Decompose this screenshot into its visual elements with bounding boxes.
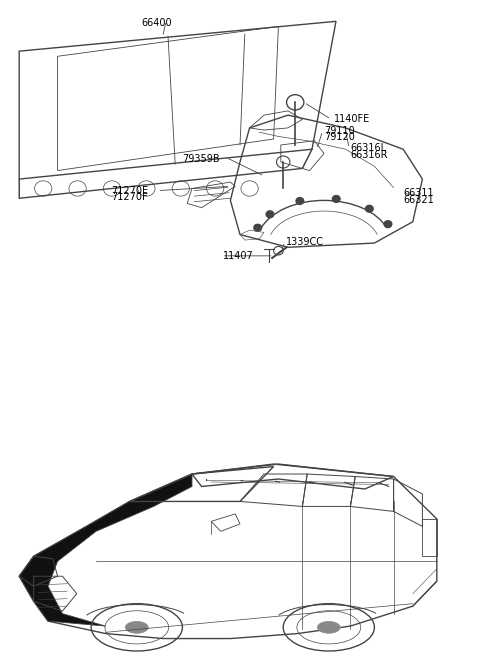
- Text: 79110: 79110: [324, 126, 355, 136]
- Circle shape: [333, 195, 340, 202]
- Text: 1140FE: 1140FE: [334, 114, 370, 125]
- Circle shape: [296, 197, 304, 205]
- Polygon shape: [19, 474, 192, 626]
- Circle shape: [365, 205, 373, 212]
- Text: 79359B: 79359B: [182, 154, 220, 163]
- Circle shape: [266, 211, 274, 218]
- Text: 1339CC: 1339CC: [286, 237, 324, 247]
- Text: 71270F: 71270F: [111, 192, 148, 202]
- Circle shape: [125, 621, 148, 633]
- Circle shape: [317, 621, 340, 633]
- Text: 66321: 66321: [403, 195, 434, 205]
- Text: 66316L: 66316L: [350, 144, 386, 154]
- Circle shape: [254, 224, 262, 231]
- Text: 66311: 66311: [403, 188, 434, 198]
- Text: 11407: 11407: [223, 251, 254, 261]
- Text: 71270E: 71270E: [111, 186, 148, 195]
- Text: 66400: 66400: [142, 18, 172, 28]
- Circle shape: [384, 220, 392, 228]
- Text: 79120: 79120: [324, 133, 355, 142]
- Text: 66316R: 66316R: [350, 150, 388, 160]
